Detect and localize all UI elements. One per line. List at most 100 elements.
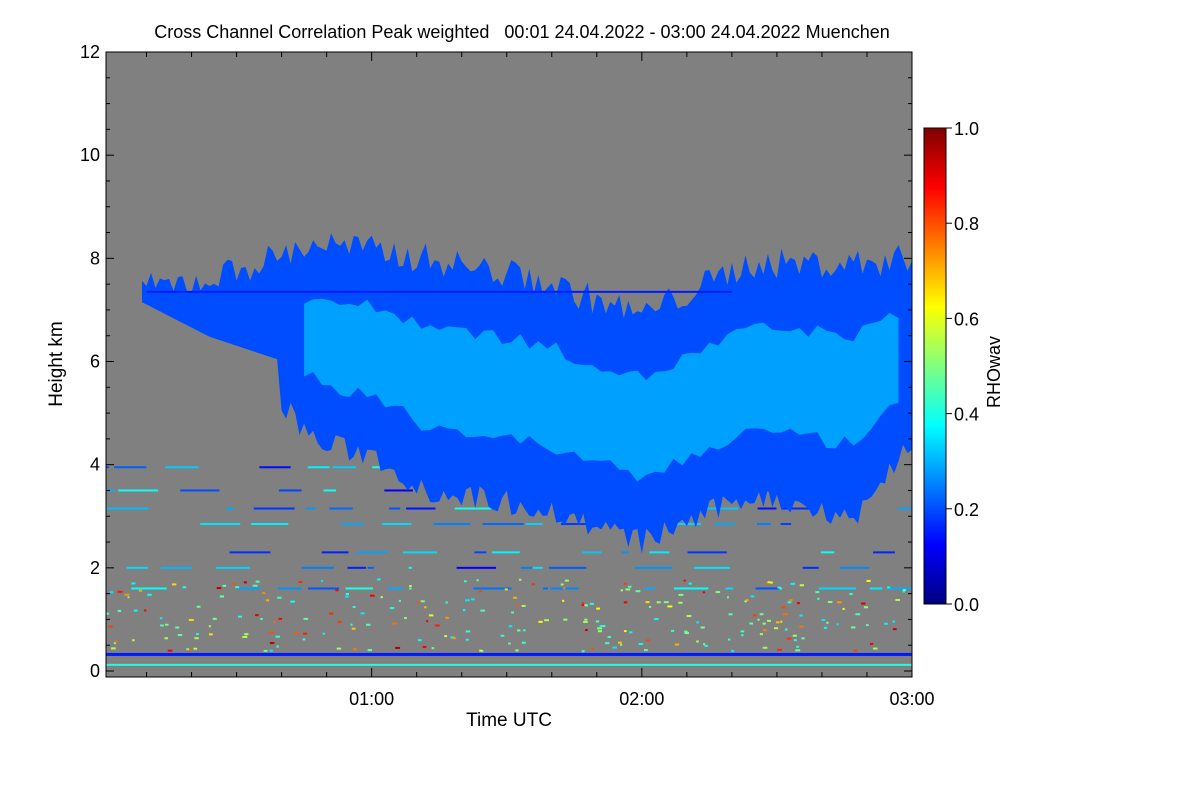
speckle xyxy=(762,629,767,632)
speckle xyxy=(133,609,138,612)
y-axis: 0 2 4 6 8 10 12 xyxy=(80,42,912,681)
speckle xyxy=(741,634,744,637)
speckle xyxy=(337,621,342,624)
speckle xyxy=(790,582,796,585)
speckle xyxy=(663,601,669,604)
x-tick-label: 03:00 xyxy=(889,689,934,709)
speckle xyxy=(617,641,622,644)
speckle xyxy=(635,590,641,593)
speckle xyxy=(623,630,627,633)
speckle xyxy=(465,630,471,633)
speckle xyxy=(581,604,585,607)
noise-segment xyxy=(687,551,727,554)
speckle xyxy=(290,600,295,603)
speckle xyxy=(481,650,484,653)
speckle xyxy=(799,584,804,587)
speckle xyxy=(262,592,266,595)
noise-segment xyxy=(482,522,524,525)
speckle xyxy=(165,623,169,626)
speckle xyxy=(147,593,152,596)
speckle xyxy=(759,613,764,616)
speckle xyxy=(799,614,803,617)
speckle xyxy=(175,626,180,629)
noise-segment xyxy=(839,566,870,569)
speckle xyxy=(773,627,779,630)
speckle xyxy=(801,637,805,640)
speckle xyxy=(350,623,353,626)
speckle xyxy=(479,649,483,652)
noise-segment xyxy=(582,551,602,554)
speckle xyxy=(582,602,585,605)
speckle xyxy=(380,596,383,599)
speckle xyxy=(638,642,644,645)
noise-segment xyxy=(307,587,340,590)
noise-segment xyxy=(381,522,412,525)
speckle xyxy=(395,646,401,649)
noise-segment xyxy=(329,507,353,510)
speckle xyxy=(837,601,842,604)
speckle xyxy=(696,621,700,624)
speckle xyxy=(212,617,217,620)
speckle xyxy=(767,581,771,584)
speckle xyxy=(277,596,282,599)
noise-segment xyxy=(782,507,818,510)
noise-segment xyxy=(305,507,316,510)
surface-band xyxy=(106,652,912,666)
speckle xyxy=(445,616,450,619)
speckle xyxy=(465,638,469,641)
speckle xyxy=(544,619,549,622)
speckle xyxy=(194,637,199,640)
speckle xyxy=(562,599,565,602)
noise-segment xyxy=(818,587,857,590)
speckle xyxy=(444,635,447,638)
speckle xyxy=(892,628,897,631)
speckle xyxy=(117,590,123,593)
speckle xyxy=(177,634,183,637)
speckle xyxy=(521,604,526,607)
speckle xyxy=(745,599,749,602)
noise-segment xyxy=(114,466,147,469)
speckle xyxy=(684,630,688,633)
speckle xyxy=(114,640,118,643)
speckle xyxy=(902,589,907,592)
speckle xyxy=(623,601,628,604)
speckle xyxy=(654,618,659,621)
thin-layer-line xyxy=(146,290,732,293)
speckle xyxy=(424,606,427,609)
noise-segment xyxy=(229,551,271,554)
speckle xyxy=(336,647,342,650)
speckle xyxy=(731,649,735,652)
speckle xyxy=(591,647,595,650)
speckle xyxy=(320,579,324,582)
speckle xyxy=(478,590,482,593)
speckle xyxy=(428,614,434,617)
speckle xyxy=(138,589,143,592)
speckle xyxy=(597,630,603,633)
noise-segment xyxy=(387,587,403,590)
speckle xyxy=(678,593,684,596)
speckle xyxy=(823,626,828,629)
speckle xyxy=(232,583,237,586)
noise-segment xyxy=(755,587,782,590)
speckle xyxy=(182,586,187,589)
noise-segment xyxy=(321,551,349,554)
speckle xyxy=(902,590,906,593)
x-axis: 01:00 02:00 03:00 xyxy=(146,52,935,709)
speckle xyxy=(783,613,788,616)
speckle xyxy=(500,634,505,637)
noise-segment xyxy=(402,551,438,554)
speckle xyxy=(113,642,117,645)
x-tick-label: 02:00 xyxy=(619,689,664,709)
noise-segment xyxy=(253,507,295,510)
speckle xyxy=(216,587,222,590)
speckle xyxy=(392,622,397,625)
speckle xyxy=(111,647,116,650)
speckle xyxy=(702,591,706,594)
speckle xyxy=(585,629,588,632)
speckle xyxy=(872,647,878,650)
speckle xyxy=(132,639,135,642)
speckle xyxy=(465,599,470,602)
speckle xyxy=(219,595,225,598)
speckle xyxy=(619,643,623,646)
speckle xyxy=(222,584,227,587)
